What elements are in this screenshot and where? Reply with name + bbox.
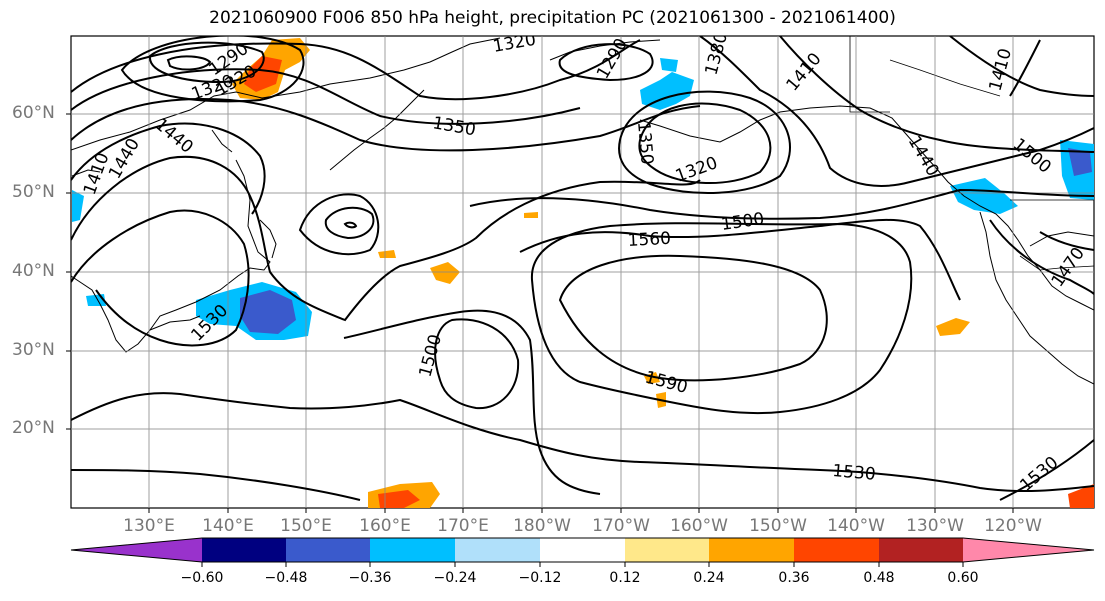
contour-label: 1350	[633, 121, 657, 166]
precip-shading	[72, 38, 1094, 508]
lat-label: 60°N	[12, 103, 55, 123]
lon-label: 140°E	[202, 516, 254, 536]
lon-label: 130°E	[123, 516, 175, 536]
colorbar-tick-label: −0.60	[180, 570, 224, 586]
borders	[849, 36, 1094, 271]
axis-ticks	[66, 113, 1014, 513]
colorbar-tick-label: 0.60	[947, 570, 979, 586]
colorbar-tick-label: −0.36	[348, 570, 392, 586]
lon-label: 150°W	[749, 516, 807, 536]
lon-label: 170°E	[437, 516, 489, 536]
lon-label: 120°W	[984, 516, 1042, 536]
lon-label: 130°W	[906, 516, 964, 536]
height-contours	[71, 36, 1094, 501]
contour-label: 1530	[832, 461, 877, 485]
lon-label: 180°W	[513, 516, 571, 536]
map-title: 2021060900 F006 850 hPa height, precipit…	[209, 8, 896, 28]
colorbar-tick-label: 0.36	[778, 570, 810, 586]
lat-label: 30°N	[12, 340, 55, 360]
lon-label: 150°E	[280, 516, 332, 536]
coastlines	[71, 37, 1094, 385]
colorbar-tick-label: 0.12	[609, 570, 641, 586]
colorbar-tick-label: −0.12	[518, 570, 562, 586]
lon-label: 170°W	[592, 516, 650, 536]
colorbar-tick-label: −0.48	[264, 570, 308, 586]
contour-label: 1560	[627, 229, 671, 251]
colorbar-tick-label: −0.24	[433, 570, 477, 586]
gridlines	[71, 36, 1094, 508]
lon-label: 160°W	[670, 516, 728, 536]
colorbar-tick-label: 0.48	[863, 570, 895, 586]
lon-label: 140°W	[827, 516, 885, 536]
lon-label: 160°E	[359, 516, 411, 536]
lat-label: 40°N	[12, 261, 55, 281]
lat-label: 50°N	[12, 182, 55, 202]
lat-label: 20°N	[12, 418, 55, 438]
colorbar-tick-label: 0.24	[693, 570, 725, 586]
